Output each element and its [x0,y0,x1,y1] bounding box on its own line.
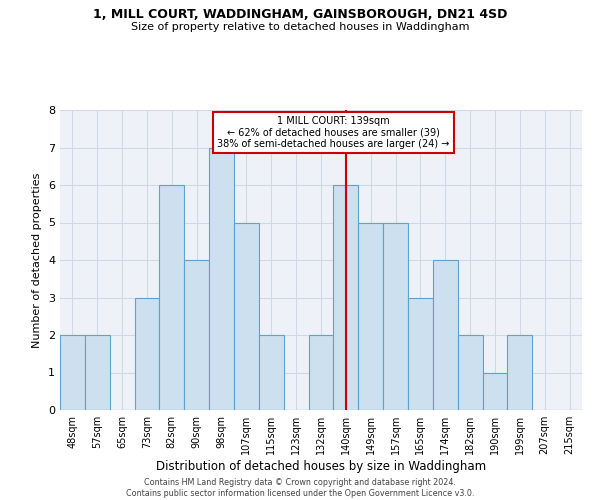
Bar [482,372,508,410]
Bar [134,298,160,410]
X-axis label: Distribution of detached houses by size in Waddingham: Distribution of detached houses by size … [156,460,486,473]
Bar [358,222,383,410]
Bar [334,185,358,410]
Bar [308,335,334,410]
Bar [160,185,184,410]
Bar [383,222,408,410]
Text: 1, MILL COURT, WADDINGHAM, GAINSBOROUGH, DN21 4SD: 1, MILL COURT, WADDINGHAM, GAINSBOROUGH,… [93,8,507,20]
Bar [458,335,482,410]
Bar [60,335,85,410]
Text: Contains HM Land Registry data © Crown copyright and database right 2024.
Contai: Contains HM Land Registry data © Crown c… [126,478,474,498]
Bar [234,222,259,410]
Bar [85,335,110,410]
Text: Size of property relative to detached houses in Waddingham: Size of property relative to detached ho… [131,22,469,32]
Bar [408,298,433,410]
Bar [209,148,234,410]
Text: 1 MILL COURT: 139sqm
← 62% of detached houses are smaller (39)
38% of semi-detac: 1 MILL COURT: 139sqm ← 62% of detached h… [217,116,449,149]
Bar [508,335,532,410]
Bar [184,260,209,410]
Y-axis label: Number of detached properties: Number of detached properties [32,172,43,348]
Bar [259,335,284,410]
Bar [433,260,458,410]
